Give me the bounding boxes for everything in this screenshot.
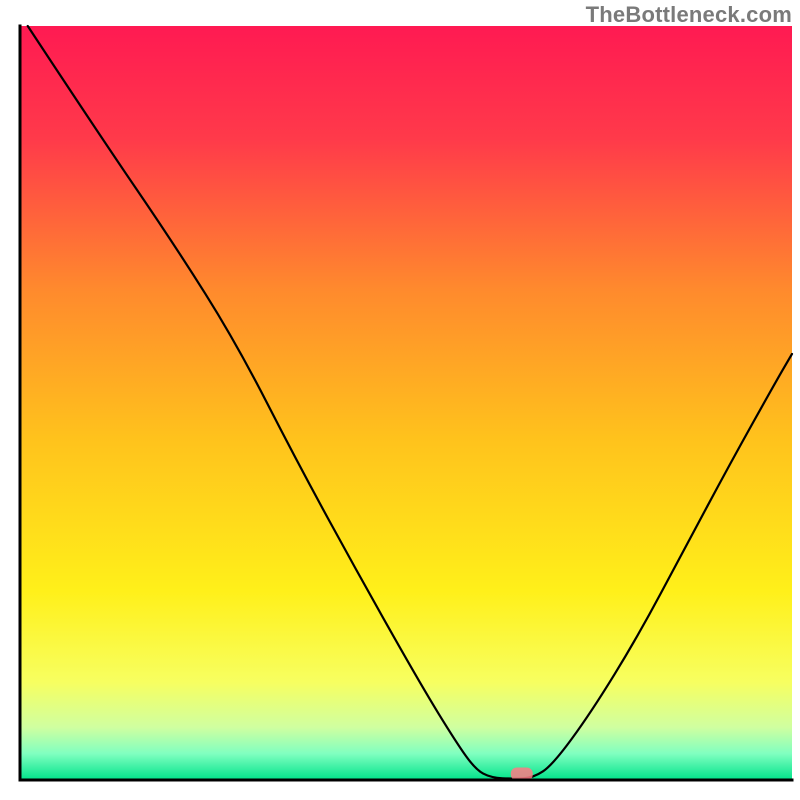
chart-stage: TheBottleneck.com (0, 0, 800, 800)
watermark-label: TheBottleneck.com (586, 2, 792, 28)
chart-svg (0, 0, 800, 800)
gradient-background (20, 26, 792, 780)
